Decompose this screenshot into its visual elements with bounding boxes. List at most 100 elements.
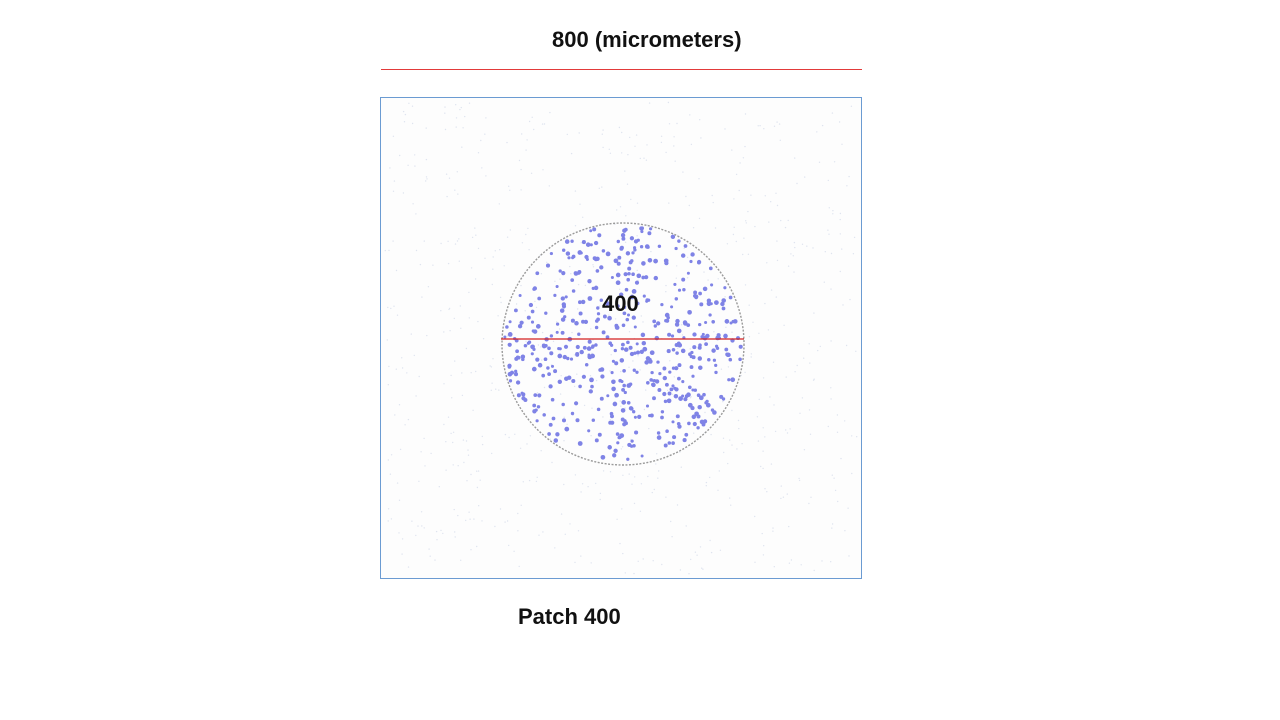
particle-dot [548,422,553,427]
speckle-dot [745,220,747,222]
speckle-dot [415,534,417,537]
particle-dot [665,318,670,323]
speckle-dot [713,331,715,333]
speckle-dot [793,241,796,244]
speckle-dot [438,486,440,488]
particle-dot [555,432,560,437]
speckle-dot [574,190,577,192]
speckle-dot [504,433,507,436]
speckle-dot [452,464,454,466]
speckle-dot [454,243,457,245]
speckle-dot [447,240,449,242]
speckle-dot [817,349,819,352]
speckle-dot [492,268,494,270]
particle-dot [592,227,597,232]
particle-dot [537,362,543,368]
speckle-dot [387,384,389,386]
speckle-dot [494,250,496,252]
speckle-dot [387,306,389,309]
speckle-dot [476,470,478,472]
particle-dot [636,273,642,279]
speckle-dot [855,350,857,352]
particle-dot [663,443,668,448]
speckle-dot [461,146,463,148]
particle-dot [670,305,674,309]
speckle-dot [398,532,400,534]
speckle-dot [656,453,658,455]
speckle-dot [686,277,689,279]
speckle-dot [803,357,805,359]
speckle-dot [727,462,729,465]
speckle-dot [457,514,459,517]
speckle-dot [563,483,565,486]
particle-dot [601,330,606,335]
speckle-dot [500,301,502,304]
particle-dot [553,293,557,297]
particle-dot [617,255,622,260]
particle-dot [691,414,697,420]
particle-dot [664,382,669,387]
particle-dot [640,454,644,458]
speckle-dot [624,300,626,302]
speckle-dot [530,172,533,174]
speckle-dot [454,531,456,533]
speckle-dot [675,277,677,279]
speckle-dot [601,186,603,188]
speckle-dot [776,240,778,242]
particle-dot [687,421,691,426]
speckle-dot [770,289,773,291]
speckle-dot [772,527,774,529]
particle-dot [520,391,524,395]
speckle-dot [432,264,434,266]
particle-dot [671,420,675,424]
speckle-dot [646,224,649,226]
speckle-dot [764,302,766,305]
speckle-dot [395,269,398,272]
speckle-dot [440,242,442,245]
speckle-dot [564,533,566,535]
particle-dot [654,379,660,384]
particle-dot [592,256,597,261]
particle-dot [666,315,670,320]
speckle-dot [509,189,511,191]
speckle-dot [629,301,631,303]
speckle-dot [517,512,519,515]
particle-dot [620,408,626,413]
speckle-dot [787,219,789,222]
speckle-dot [490,389,492,391]
particle-dot [543,357,548,362]
speckle-dot [619,288,621,290]
particle-dot [666,349,671,354]
speckle-dot [445,441,447,443]
speckle-dot [620,370,622,373]
particle-dot [715,346,720,351]
particle-dot [709,302,713,306]
particle-dot [615,280,621,286]
particle-dot [687,385,692,390]
speckle-dot [759,125,761,127]
speckle-dot [821,560,823,562]
speckle-dot [481,520,483,522]
particle-dot [578,300,582,305]
speckle-dot [768,221,770,223]
speckle-dot [484,133,486,135]
speckle-dot [646,144,648,146]
particle-dot [708,266,713,271]
speckle-dot [442,532,444,535]
patch-diagram [384,101,858,575]
speckle-dot [629,136,631,139]
speckle-dot [845,344,848,347]
speckle-dot [782,496,785,498]
speckle-dot [839,218,841,221]
particle-dot [561,418,567,423]
speckle-dot [430,452,432,455]
speckle-dot [731,331,733,333]
speckle-dot [560,513,563,515]
speckle-dot [570,273,572,275]
speckle-dot [390,518,393,520]
speckle-dot [425,180,427,182]
speckle-dot [423,437,425,440]
particle-dot [691,374,695,378]
speckle-dot [528,479,531,482]
particle-dot [724,347,729,352]
